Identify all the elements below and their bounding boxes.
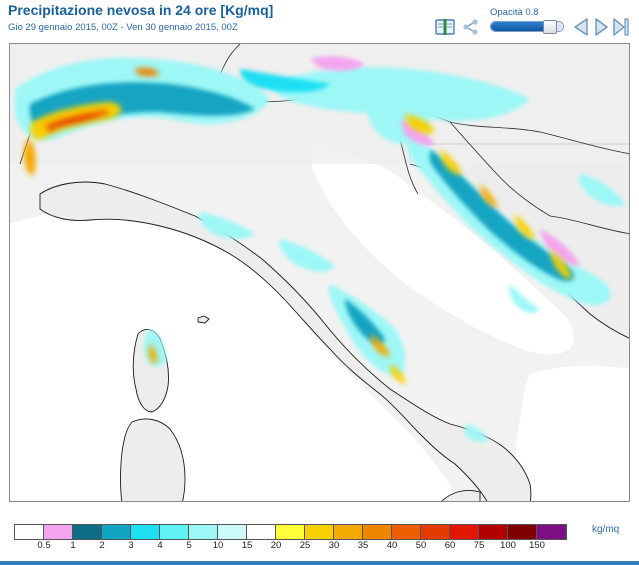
elba-island <box>197 315 210 324</box>
legend-label: 20 <box>270 540 282 551</box>
opacity-slider-handle[interactable] <box>542 20 557 34</box>
legend-label: 150 <box>529 540 545 551</box>
legend-label: 3 <box>128 540 134 551</box>
legend-swatch <box>450 525 479 539</box>
legend-swatch <box>392 525 421 539</box>
legend-swatch <box>305 525 334 539</box>
legend-label: 40 <box>386 540 398 551</box>
legend-label: 75 <box>473 540 485 551</box>
legend-swatch <box>189 525 218 539</box>
legend-swatch <box>363 525 392 539</box>
snow-precipitation-map <box>10 44 629 501</box>
legend-label: 10 <box>212 540 224 551</box>
adriatic-sea <box>310 139 575 355</box>
legend-label: 35 <box>357 540 369 551</box>
legend-label: 0.5 <box>37 540 51 551</box>
legend-swatch <box>131 525 160 539</box>
ligurian-tyrrhenian-sea <box>10 211 455 501</box>
opacity-slider[interactable] <box>490 20 564 34</box>
snow-heavy <box>24 67 572 384</box>
legend-label: 25 <box>299 540 311 551</box>
legend-swatch <box>73 525 102 539</box>
legend-label: 30 <box>328 540 340 551</box>
legend-swatch <box>15 525 44 539</box>
bottom-rule <box>0 561 639 565</box>
legend-swatch <box>276 525 305 539</box>
legend-swatch <box>479 525 508 539</box>
italian-peninsula <box>39 181 532 501</box>
legend-label: 60 <box>444 540 456 551</box>
legend-label: 15 <box>241 540 253 551</box>
play-icon[interactable] <box>590 16 612 38</box>
opacity-slider-fill <box>491 22 549 31</box>
sardinia <box>120 418 186 501</box>
legend-swatch <box>160 525 189 539</box>
legend-label: 50 <box>415 540 427 551</box>
next-icon[interactable] <box>610 16 632 38</box>
toolbar: Opacità 0.8 <box>430 6 635 40</box>
legend-swatch <box>421 525 450 539</box>
ionian-sea <box>510 365 629 501</box>
legend-swatch <box>102 525 131 539</box>
legend-swatch <box>334 525 363 539</box>
sicily-tip <box>441 490 481 501</box>
legend-label: 1 <box>70 540 76 551</box>
legend-swatch <box>508 525 537 539</box>
snow-mid <box>29 56 580 345</box>
page-title: Precipitazione nevosa in 24 ore [Kg/mq] <box>8 2 274 18</box>
legend-swatch <box>537 525 566 539</box>
legend-swatch <box>218 525 247 539</box>
legend-unit: kg/mq <box>592 524 620 535</box>
legend-swatch <box>247 525 276 539</box>
opacity-label: Opacità 0.8 <box>490 7 539 18</box>
legend-label: 2 <box>99 540 105 551</box>
book-icon[interactable] <box>434 16 456 38</box>
legend-label: 4 <box>157 540 163 551</box>
legend-swatch <box>44 525 73 539</box>
share-icon[interactable] <box>460 16 482 38</box>
legend-label: 100 <box>500 540 516 551</box>
legend-color-bar <box>14 524 567 540</box>
legend-label: 5 <box>186 540 192 551</box>
sea-areas <box>10 139 629 501</box>
previous-icon[interactable] <box>570 16 592 38</box>
page-subtitle: Gio 29 gennaio 2015, 00Z - Ven 30 gennai… <box>8 22 238 33</box>
map-view[interactable] <box>9 43 630 502</box>
